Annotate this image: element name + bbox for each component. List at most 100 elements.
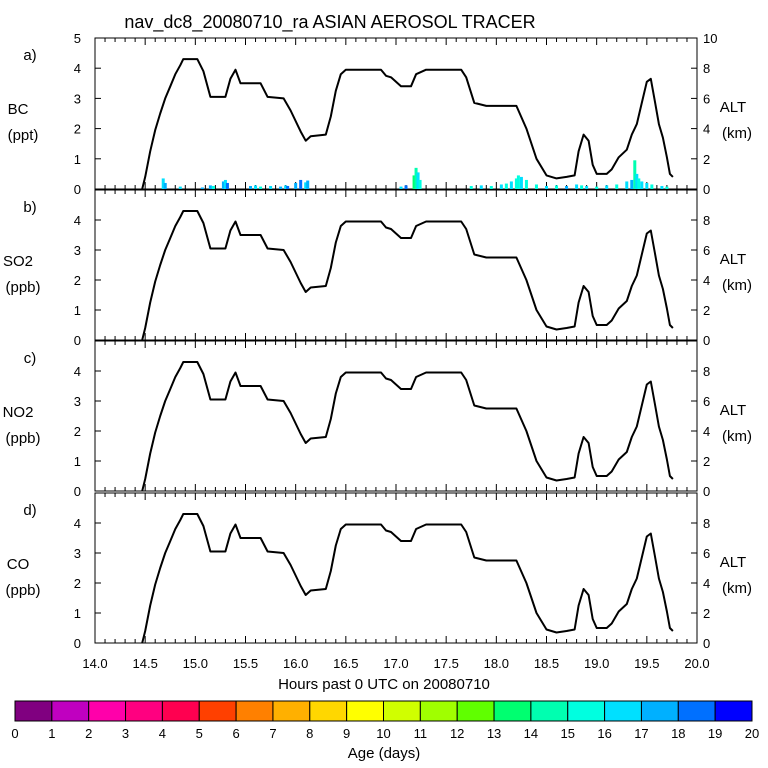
colorbar-swatch <box>88 700 127 722</box>
tracer-bar <box>605 185 609 189</box>
tracer-bar <box>208 185 212 189</box>
left-tick-label: 1 <box>74 303 81 318</box>
tracer-bar <box>200 187 204 189</box>
tracer-bar <box>294 182 298 189</box>
right-tick-label: 2 <box>703 606 710 621</box>
colorbar-swatch <box>604 700 642 722</box>
x-tick-label: 15.0 <box>183 656 208 671</box>
tracer-bar <box>545 185 548 189</box>
colorbar-swatch <box>530 700 569 722</box>
tracer-bar <box>161 178 165 189</box>
tracer-bar <box>637 178 641 189</box>
tracer-bar <box>516 175 520 189</box>
tracer-bar <box>414 167 418 189</box>
tracer-bar <box>509 181 513 189</box>
panel-co: 0 1 2 3 4 0 2 4 6 8 d) CO (ppb) ALT (km) <box>5 492 752 651</box>
tracer-bar <box>650 184 654 189</box>
alt-label: ALT <box>720 99 746 116</box>
left-tick-label: 1 <box>74 606 81 621</box>
panels: 0123450246810a)BC(ppt)ALT(km)0123402468b… <box>3 31 752 651</box>
alt-unit: (km) <box>722 125 752 142</box>
tracer-bar <box>304 182 308 189</box>
left-tick-label: 2 <box>74 273 81 288</box>
panel-bc: 0 1 2 3 4 5 0 2 4 6 8 10 a) BC (ppt) ALT (km) <box>8 31 752 197</box>
tracer-bar <box>418 179 422 189</box>
left-tick-label: 5 <box>74 31 81 46</box>
right-tick-label: 8 <box>703 516 710 531</box>
alt-unit: (km) <box>722 277 752 294</box>
panel-letter: d) <box>23 502 36 519</box>
colorbar-tick-label: 7 <box>269 726 276 741</box>
tracer-bar <box>223 179 227 189</box>
x-tick-label: 15.5 <box>233 656 258 671</box>
colorbar-swatch <box>346 700 384 722</box>
altitude-line <box>141 513 674 644</box>
x-tick-label: 18.0 <box>484 656 509 671</box>
colorbar-tick-label: 16 <box>597 726 611 741</box>
left-tick-label: 4 <box>74 61 81 76</box>
species-unit: (ppb) <box>5 279 40 296</box>
right-tick-label: 8 <box>703 213 710 228</box>
left-tick-label: 0 <box>74 484 81 499</box>
tracer-bar <box>630 179 634 189</box>
alt-label: ALT <box>720 554 746 571</box>
tracer-bar <box>615 184 619 189</box>
tracer-bar <box>555 185 559 189</box>
panel-frame <box>94 340 698 492</box>
colorbar-swatch <box>51 700 90 722</box>
tracer-bar <box>269 185 273 189</box>
right-tick-label: 0 <box>703 182 710 197</box>
colorbar-tick-label: 6 <box>232 726 239 741</box>
right-tick-label: 0 <box>703 333 710 348</box>
tracer-bar <box>259 186 263 189</box>
right-tick-label: 8 <box>703 61 710 76</box>
colorbar-tick-label: 2 <box>85 726 92 741</box>
species-unit: (ppt) <box>8 127 39 144</box>
left-tick-label: 0 <box>74 333 81 348</box>
colorbar-swatch <box>677 700 716 722</box>
tracer-bar <box>504 183 508 189</box>
species-label: NO2 <box>3 404 34 421</box>
colorbar-swatch <box>419 700 458 722</box>
colorbar-tick-label: 1 <box>48 726 55 741</box>
panel-letter: a) <box>23 47 36 64</box>
x-axis-label: Hours past 0 UTC on 20080710 <box>278 676 490 693</box>
left-tick-label: 4 <box>74 213 81 228</box>
x-axis: 14.0 14.5 15.0 15.5 16.0 16.5 17.0 17.5 18.0 18.5… <box>82 656 709 671</box>
colorbar-tick-label: 12 <box>450 726 464 741</box>
chart-title: nav_dc8_20080710_ra ASIAN AEROSOL TRACER <box>124 12 535 33</box>
left-tick-label: 3 <box>74 546 81 561</box>
altitude-line <box>141 361 674 492</box>
species-label: CO <box>7 556 30 573</box>
colorbar-tick-label: 17 <box>634 726 648 741</box>
left-tick-label: 4 <box>74 516 81 531</box>
colorbar-swatch <box>493 700 532 722</box>
tracer-bar <box>163 182 167 189</box>
panel-frame <box>94 189 698 341</box>
tracer-bar <box>665 186 669 189</box>
species-label: BC <box>8 101 29 118</box>
right-tick-label: 2 <box>703 303 710 318</box>
x-tick-label: 17.5 <box>434 656 459 671</box>
tracer-bar <box>660 185 664 189</box>
left-tick-label: 1 <box>74 152 81 167</box>
tracer-bar <box>633 160 637 189</box>
left-tick-label: 3 <box>74 91 81 106</box>
tracer-bar <box>489 185 493 189</box>
colorbar-tick-label: 3 <box>122 726 129 741</box>
tracer-bar <box>645 182 649 189</box>
colorbar-tick-label: 14 <box>524 726 538 741</box>
colorbar-tick-label: 5 <box>196 726 203 741</box>
x-tick-label: 19.0 <box>584 656 609 671</box>
right-tick-label: 4 <box>703 576 710 591</box>
tracer-bar <box>580 185 584 189</box>
right-tick-label: 8 <box>703 364 710 379</box>
age-colorbar: 0 1 2 3 4 5 6 7 8 9 10 11 12 13 14 15 16 17 18 19 20 <box>11 700 759 741</box>
tracer-bar <box>575 184 579 189</box>
tracer-bar <box>635 173 639 189</box>
colorbar-swatch <box>235 700 274 722</box>
panel-letter: c) <box>24 350 37 367</box>
right-tick-label: 6 <box>703 243 710 258</box>
colorbar-tick-label: 15 <box>561 726 575 741</box>
right-tick-label: 6 <box>703 546 710 561</box>
